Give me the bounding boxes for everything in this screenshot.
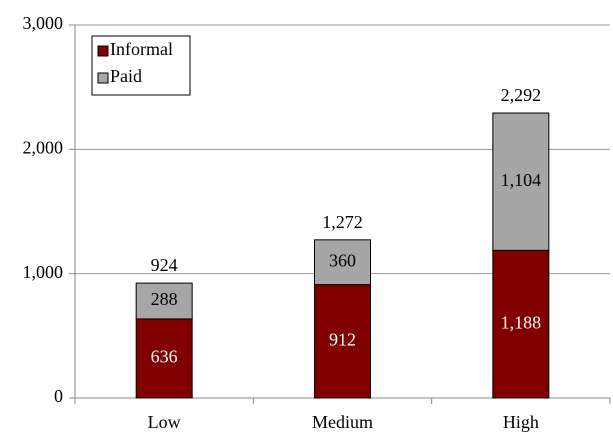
x-tick-label: Low — [148, 412, 181, 432]
bar-segment — [314, 239, 371, 286]
bar-segment — [135, 318, 193, 399]
x-tick-label: High — [503, 412, 539, 432]
value-label: 636 — [151, 347, 178, 367]
total-label: 2,292 — [501, 85, 542, 105]
bar-segment — [314, 284, 371, 399]
bar-segment — [492, 112, 550, 251]
x-tick-label: Medium — [312, 412, 373, 432]
y-tick-label: 2,000 — [23, 137, 64, 157]
legend-label: Informal — [110, 39, 173, 59]
y-tick-label: 1,000 — [23, 262, 64, 282]
value-label: 912 — [329, 329, 356, 349]
total-label: 1,272 — [322, 212, 363, 232]
value-label: 360 — [329, 250, 356, 270]
value-label: 288 — [151, 289, 178, 309]
bar-segment — [135, 282, 193, 320]
legend-label: Paid — [110, 66, 142, 86]
bar-segment — [492, 249, 550, 399]
value-label: 1,104 — [501, 170, 542, 190]
value-label: 1,188 — [501, 312, 542, 332]
legend-swatch — [97, 45, 109, 57]
legend-swatch — [97, 72, 109, 84]
y-tick-label: 3,000 — [23, 13, 64, 33]
total-label: 924 — [151, 255, 178, 275]
y-tick-label: 0 — [54, 386, 63, 406]
